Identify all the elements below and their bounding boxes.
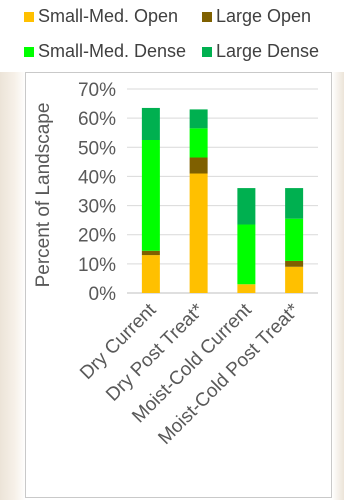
legend-label-small-med-dense: Small-Med. Dense <box>38 41 187 61</box>
y-tick-label: 0% <box>89 284 117 305</box>
legend-item-small-med-open: Small-Med. Open <box>24 6 178 27</box>
background-map-edge-left <box>0 0 26 500</box>
legend-item-large-open: Large Open <box>202 6 311 27</box>
bar-segment <box>285 188 304 219</box>
bar-segment <box>141 255 160 293</box>
bar-segment <box>285 266 304 293</box>
legend-item-small-med-dense: Small-Med. Dense <box>24 41 186 62</box>
legend-label-small-med-open: Small-Med. Open <box>38 6 179 26</box>
legend-swatch-small-med-open <box>24 11 34 22</box>
chart-frame <box>25 72 332 498</box>
y-tick-label: 20% <box>78 226 116 247</box>
bar-segment <box>189 128 208 158</box>
bar-segment <box>189 109 208 129</box>
y-tick-label: 60% <box>78 109 116 130</box>
bar-segment <box>237 284 256 293</box>
y-tick-label: 40% <box>78 167 116 188</box>
y-axis-label: Percent of Landscape <box>33 103 54 288</box>
y-tick-label: 10% <box>78 255 116 276</box>
legend-label-large-dense: Large Dense <box>216 41 320 61</box>
bar-segment <box>237 224 256 285</box>
bar-segment <box>141 140 160 251</box>
y-tick-label: 70% <box>78 80 116 101</box>
bar-segment <box>141 250 160 256</box>
bar-segment <box>237 188 256 225</box>
bar-segment <box>141 107 160 140</box>
background-map-edge-right <box>332 0 344 500</box>
legend-swatch-large-dense <box>202 46 212 57</box>
legend-item-large-dense: Large Dense <box>202 41 319 62</box>
chart-legend: Small-Med. Open Large Open Small-Med. De… <box>0 0 344 72</box>
legend-label-large-open: Large Open <box>216 6 312 26</box>
bar-segment <box>285 218 304 261</box>
bar-segment <box>285 260 304 267</box>
bar-segment <box>189 173 208 293</box>
y-tick-label: 50% <box>78 138 116 159</box>
bar-segment <box>189 157 208 174</box>
y-tick-label: 30% <box>78 197 116 218</box>
legend-swatch-large-open <box>202 11 212 22</box>
legend-swatch-small-med-dense <box>24 46 34 57</box>
